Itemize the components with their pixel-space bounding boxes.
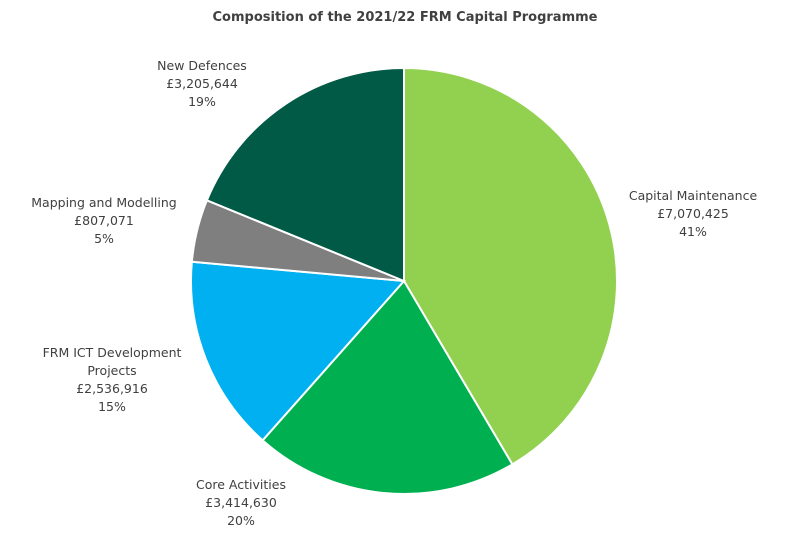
- slice-label-mapping-and-modelling: Mapping and Modelling £807,071 5%: [31, 195, 176, 246]
- slice-value: £3,205,644: [166, 76, 238, 91]
- slice-percent: 19%: [188, 94, 216, 109]
- slice-name-line: Projects: [87, 363, 136, 378]
- slice-value: £807,071: [74, 213, 134, 228]
- slice-percent: 5%: [94, 231, 114, 246]
- slice-percent: 20%: [227, 513, 255, 528]
- pie-slices: [190, 66, 618, 495]
- chart-title: Composition of the 2021/22 FRM Capital P…: [213, 10, 598, 25]
- slice-label-capital-maintenance: Capital Maintenance £7,070,425 41%: [629, 188, 758, 239]
- slice-name-line: New Defences: [157, 58, 247, 73]
- pie-slice-frm-ict-development-projects: [190, 260, 407, 442]
- slice-label-core-activities: Core Activities £3,414,630 20%: [196, 477, 286, 528]
- slice-name-line: FRM ICT Development: [43, 345, 182, 360]
- slice-labels: Capital Maintenance £7,070,425 41% Core Act…: [31, 58, 757, 528]
- slice-label-frm-ict-development-projects: FRM ICT Development Projects £2,536,916 15%: [43, 345, 182, 414]
- pie-slice-capital-maintenance: [403, 66, 618, 466]
- slice-name-line: Core Activities: [196, 477, 286, 492]
- slice-name-line: Capital Maintenance: [629, 188, 758, 203]
- pie-slice-core-activities: [261, 279, 514, 495]
- slice-label-new-defences: New Defences £3,205,644 19%: [157, 58, 247, 109]
- slice-name-line: Mapping and Modelling: [31, 195, 176, 210]
- slice-value: £2,536,916: [76, 381, 148, 396]
- slice-percent: 41%: [679, 224, 707, 239]
- slice-value: £3,414,630: [205, 495, 277, 510]
- slice-percent: 15%: [98, 399, 126, 414]
- slice-value: £7,070,425: [657, 206, 729, 221]
- pie-slice-new-defences: [205, 66, 405, 283]
